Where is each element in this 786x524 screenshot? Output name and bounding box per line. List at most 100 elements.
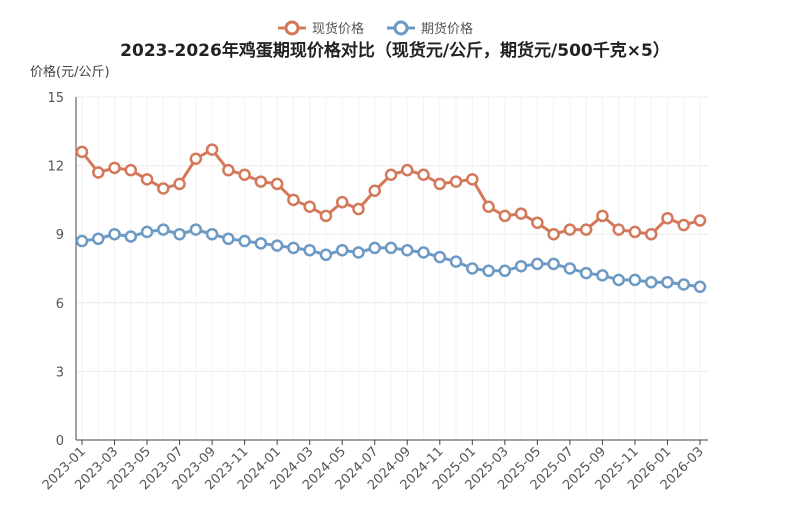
data-point[interactable] bbox=[547, 257, 560, 271]
legend-label-futures: 期货价格 bbox=[421, 21, 473, 37]
data-point[interactable] bbox=[319, 209, 333, 223]
data-point[interactable] bbox=[482, 264, 495, 278]
data-point[interactable] bbox=[335, 195, 349, 209]
legend-item-spot[interactable]: 现货价格 bbox=[278, 20, 364, 37]
data-point[interactable] bbox=[433, 177, 447, 191]
data-point[interactable] bbox=[189, 152, 203, 165]
data-point[interactable] bbox=[531, 257, 544, 271]
data-point[interactable] bbox=[644, 227, 658, 241]
grid bbox=[76, 96, 708, 441]
data-point[interactable] bbox=[222, 232, 235, 246]
legend-marker-spot bbox=[284, 20, 300, 36]
data-point[interactable] bbox=[303, 200, 316, 214]
data-point[interactable] bbox=[417, 168, 430, 181]
data-point[interactable] bbox=[287, 241, 300, 255]
data-point[interactable] bbox=[157, 223, 170, 236]
data-point[interactable] bbox=[628, 273, 642, 287]
data-point[interactable] bbox=[254, 175, 268, 188]
legend-item-futures[interactable]: 期货价格 bbox=[387, 20, 473, 37]
x-axis: 2023-012023-032023-052023-072023-092023-… bbox=[40, 97, 708, 493]
data-point[interactable] bbox=[498, 209, 512, 223]
data-point[interactable] bbox=[124, 230, 138, 243]
data-point[interactable] bbox=[563, 262, 577, 275]
data-point[interactable] bbox=[596, 269, 609, 282]
data-point[interactable] bbox=[466, 262, 479, 275]
data-point[interactable] bbox=[92, 166, 105, 179]
data-point[interactable] bbox=[661, 275, 674, 289]
data-point[interactable] bbox=[449, 255, 463, 268]
data-point[interactable] bbox=[368, 241, 381, 255]
data-point[interactable] bbox=[449, 175, 463, 188]
data-point[interactable] bbox=[140, 225, 154, 239]
data-point[interactable] bbox=[547, 227, 560, 241]
data-point[interactable] bbox=[677, 278, 690, 291]
data-point[interactable] bbox=[92, 232, 105, 246]
y-tick-label: 0 bbox=[56, 434, 64, 449]
data-point[interactable] bbox=[563, 223, 577, 236]
data-point[interactable] bbox=[677, 218, 690, 232]
data-point[interactable] bbox=[270, 177, 284, 191]
y-tick-label: 15 bbox=[47, 91, 64, 106]
data-point[interactable] bbox=[628, 225, 642, 239]
data-point[interactable] bbox=[319, 248, 333, 262]
data-point[interactable] bbox=[514, 207, 528, 220]
data-point[interactable] bbox=[270, 239, 284, 252]
data-point[interactable] bbox=[75, 145, 89, 159]
chart-title: 2023-2026年鸡蛋期现价格对比（现货元/公斤，期货元/500千克×5） bbox=[120, 40, 670, 61]
data-point[interactable] bbox=[335, 243, 349, 257]
data-point[interactable] bbox=[140, 173, 154, 186]
data-point[interactable] bbox=[482, 200, 495, 214]
data-point[interactable] bbox=[173, 177, 186, 191]
data-point[interactable] bbox=[368, 184, 381, 198]
series-group bbox=[75, 143, 707, 294]
data-point[interactable] bbox=[173, 227, 186, 241]
data-point[interactable] bbox=[661, 211, 674, 225]
legend-label-spot: 现货价格 bbox=[312, 21, 364, 37]
data-point[interactable] bbox=[352, 202, 365, 216]
data-point[interactable] bbox=[303, 243, 316, 257]
data-point[interactable] bbox=[352, 246, 365, 259]
data-point[interactable] bbox=[384, 241, 398, 255]
y-axis-ticks: 0 3 6 9 12 15 bbox=[47, 91, 64, 449]
data-point[interactable] bbox=[108, 227, 121, 241]
data-point[interactable] bbox=[222, 163, 235, 177]
data-point[interactable] bbox=[401, 163, 414, 177]
data-point[interactable] bbox=[433, 250, 447, 264]
data-point[interactable] bbox=[417, 246, 430, 259]
data-point[interactable] bbox=[287, 193, 300, 207]
series-spot bbox=[75, 143, 707, 241]
data-point[interactable] bbox=[238, 234, 251, 248]
series-futures bbox=[75, 223, 707, 294]
data-point[interactable] bbox=[612, 223, 625, 236]
data-point[interactable] bbox=[693, 214, 707, 227]
data-point[interactable] bbox=[189, 223, 203, 236]
data-point[interactable] bbox=[108, 161, 121, 175]
y-tick-label: 3 bbox=[56, 365, 64, 380]
legend-marker-futures bbox=[393, 20, 409, 36]
data-point[interactable] bbox=[466, 173, 479, 186]
data-point[interactable] bbox=[579, 266, 593, 280]
data-point[interactable] bbox=[75, 234, 89, 248]
data-point[interactable] bbox=[238, 168, 251, 181]
data-point[interactable] bbox=[531, 216, 544, 230]
data-point[interactable] bbox=[384, 168, 398, 181]
data-point[interactable] bbox=[124, 163, 138, 177]
data-point[interactable] bbox=[401, 243, 414, 257]
y-tick-label: 6 bbox=[56, 297, 64, 312]
data-point[interactable] bbox=[205, 227, 219, 241]
data-point[interactable] bbox=[596, 209, 609, 223]
y-tick-label: 9 bbox=[56, 228, 64, 243]
data-point[interactable] bbox=[254, 237, 268, 250]
data-point[interactable] bbox=[157, 182, 170, 195]
data-point[interactable] bbox=[612, 273, 625, 287]
y-tick-label: 12 bbox=[47, 160, 64, 175]
y-axis-label: 价格(元/公斤) bbox=[30, 64, 110, 80]
legend[interactable]: 现货价格 期货价格 bbox=[278, 20, 473, 37]
data-point[interactable] bbox=[693, 280, 707, 294]
data-point[interactable] bbox=[644, 275, 658, 289]
data-point[interactable] bbox=[514, 259, 528, 273]
data-point[interactable] bbox=[579, 223, 593, 236]
data-point[interactable] bbox=[205, 143, 219, 156]
data-point[interactable] bbox=[498, 264, 512, 278]
